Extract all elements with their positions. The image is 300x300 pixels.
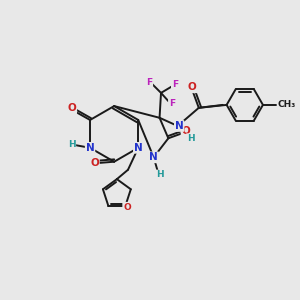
Text: O: O bbox=[68, 103, 76, 113]
Text: F: F bbox=[172, 80, 178, 89]
Text: F: F bbox=[169, 99, 175, 108]
Text: CH₃: CH₃ bbox=[278, 100, 296, 109]
Text: O: O bbox=[188, 82, 197, 92]
Text: N: N bbox=[86, 143, 94, 153]
Text: O: O bbox=[123, 202, 131, 211]
Text: N: N bbox=[149, 152, 158, 162]
Text: N: N bbox=[175, 121, 184, 131]
Text: H: H bbox=[156, 170, 164, 179]
Text: N: N bbox=[134, 143, 142, 153]
Text: H: H bbox=[187, 134, 194, 143]
Text: H: H bbox=[68, 140, 75, 149]
Text: F: F bbox=[146, 77, 152, 86]
Text: O: O bbox=[182, 126, 190, 136]
Text: O: O bbox=[90, 158, 99, 168]
